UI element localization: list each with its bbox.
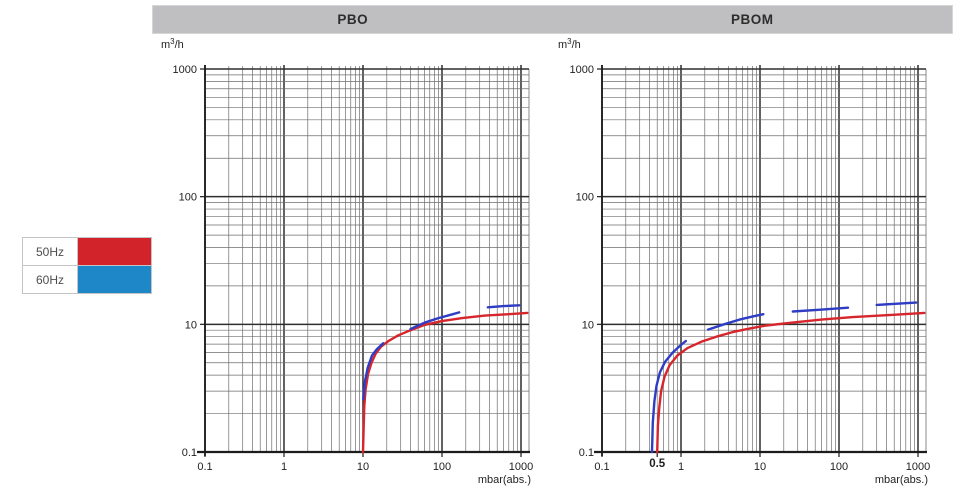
svg-text:mbar(abs.): mbar(abs.) [478,474,531,486]
svg-text:10: 10 [582,319,594,331]
legend-row-50hz: 50Hz [23,238,151,265]
header-title-pbo: PBO [337,12,369,27]
svg-text:100: 100 [576,192,594,204]
legend-label-60hz: 60Hz [23,266,78,293]
svg-text:1000: 1000 [173,64,197,76]
svg-text:10: 10 [357,461,369,473]
svg-text:10: 10 [185,319,197,331]
svg-text:0.1: 0.1 [197,461,212,473]
legend-row-60hz: 60Hz [23,265,151,293]
pbom-chart: 1000 100 10 0.10.1 0.5 1 10 100 1000 m3/h mbar(abs… [558,37,930,486]
svg-text:100: 100 [433,461,451,473]
svg-text:100: 100 [179,192,197,204]
svg-text:100: 100 [830,461,848,473]
legend-label-50hz: 50Hz [23,238,78,265]
svg-text:0.5: 0.5 [649,458,666,470]
svg-text:10: 10 [754,461,766,473]
legend: 50Hz 60Hz [22,237,152,294]
header-bar: PBO PBOM [152,5,953,34]
svg-text:mbar(abs.): mbar(abs.) [875,474,928,486]
svg-text:1000: 1000 [570,64,594,76]
svg-text:0.1: 0.1 [594,461,609,473]
svg-text:1: 1 [281,461,287,473]
svg-text:0.1: 0.1 [579,447,594,459]
svg-text:0.1: 0.1 [182,447,197,459]
svg-text:1000: 1000 [906,461,930,473]
header-title-pbom: PBOM [731,12,774,27]
svg-text:1000: 1000 [509,461,533,473]
svg-text:1: 1 [678,461,684,473]
legend-swatch-50hz-red [78,238,151,265]
pbo-chart: 1000 100 10 0.10.1 1 10 100 1000 m3/h mbar(abs.) [161,37,533,486]
svg-text:m3/h: m3/h [558,37,581,51]
svg-text:m3/h: m3/h [161,37,184,51]
legend-swatch-60hz-blue [78,266,151,293]
